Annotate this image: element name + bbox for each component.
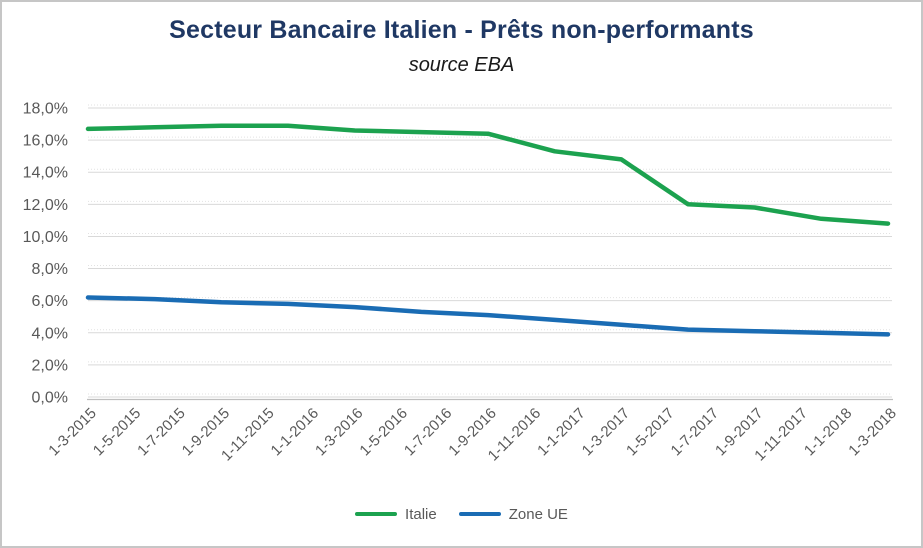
legend-item-italie: Italie xyxy=(355,506,437,523)
x-axis-label: 1-3-2015 xyxy=(45,405,99,459)
x-axis-label: 1-3-2017 xyxy=(579,405,633,459)
chart-title: Secteur Bancaire Italien - Prêts non-per… xyxy=(169,16,754,44)
x-axis-label: 1-1-2016 xyxy=(268,405,322,459)
legend-swatch-icon xyxy=(355,511,398,517)
x-axis-label: 1-1-2018 xyxy=(801,405,855,459)
y-axis-tick-label: 14,0% xyxy=(23,165,68,182)
legend-swatch-icon xyxy=(458,511,501,517)
x-axis-label: 1-5-2017 xyxy=(623,405,677,459)
legend-item-zone-ue: Zone UE xyxy=(458,505,568,523)
y-axis-tick-label: 8,0% xyxy=(32,261,68,278)
chart-legend: Italie Zone UE xyxy=(2,501,921,527)
y-axis-tick-label: 10,0% xyxy=(23,229,68,246)
x-axis-label: 1-5-2015 xyxy=(90,405,144,459)
y-axis-tick-label: 18,0% xyxy=(23,101,68,118)
x-axis-label: 1-3-2018 xyxy=(845,405,899,459)
y-axis-tick-label: 2,0% xyxy=(32,357,68,374)
y-axis-tick-label: 6,0% xyxy=(32,293,68,310)
x-axis-label: 1-7-2016 xyxy=(401,405,455,459)
x-axis-label: 1-7-2015 xyxy=(134,405,188,459)
italie-line xyxy=(85,123,891,226)
x-axis-label: 1-7-2017 xyxy=(668,405,722,459)
x-axis-label: 1-3-2016 xyxy=(312,405,366,459)
legend-label: Zone UE xyxy=(508,505,568,523)
zone-ue-line xyxy=(85,295,891,337)
chart-subtitle: source EBA xyxy=(408,54,515,76)
y-axis-tick-label: 0,0% xyxy=(32,390,68,407)
y-axis-tick-label: 4,0% xyxy=(32,325,68,342)
x-axis-label: 1-5-2016 xyxy=(356,405,410,459)
y-axis-tick-label: 12,0% xyxy=(23,197,68,214)
x-axis-label: 1-1-2017 xyxy=(534,405,588,459)
legend-label: Italie xyxy=(405,505,437,523)
y-axis-tick-label: 16,0% xyxy=(23,133,68,150)
